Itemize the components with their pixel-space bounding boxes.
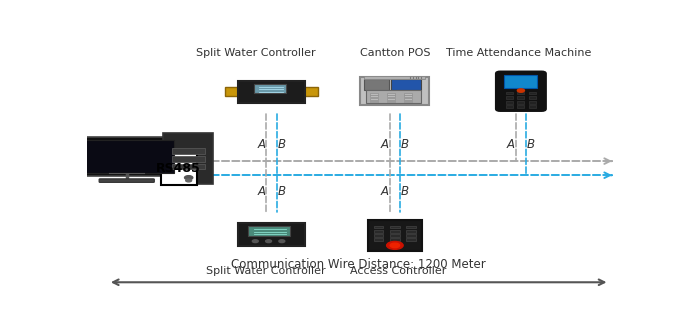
Bar — [518, 92, 525, 95]
FancyBboxPatch shape — [366, 90, 421, 103]
Text: Access Controller: Access Controller — [350, 266, 446, 276]
Bar — [370, 101, 378, 102]
Bar — [506, 92, 513, 95]
Circle shape — [185, 176, 193, 179]
Bar — [374, 226, 383, 228]
Bar — [387, 96, 395, 97]
Text: Cantton POS: Cantton POS — [360, 48, 430, 58]
FancyBboxPatch shape — [80, 141, 174, 172]
Bar — [387, 93, 395, 95]
FancyBboxPatch shape — [72, 138, 181, 175]
Bar — [387, 101, 395, 102]
Circle shape — [266, 240, 271, 242]
Bar — [506, 97, 513, 99]
Bar — [403, 98, 412, 100]
Text: B: B — [277, 138, 286, 151]
FancyBboxPatch shape — [361, 77, 430, 105]
FancyBboxPatch shape — [239, 81, 304, 103]
FancyBboxPatch shape — [504, 75, 537, 88]
FancyBboxPatch shape — [300, 87, 318, 96]
FancyBboxPatch shape — [364, 76, 426, 79]
Circle shape — [518, 89, 525, 92]
Text: A: A — [257, 185, 265, 198]
FancyBboxPatch shape — [496, 72, 546, 111]
Bar — [374, 234, 383, 237]
Bar — [406, 226, 416, 228]
Text: Split Water Controller: Split Water Controller — [196, 48, 316, 58]
Bar — [403, 101, 412, 102]
Text: A: A — [381, 138, 389, 151]
Bar — [390, 226, 399, 228]
Text: Split Water Controller: Split Water Controller — [206, 266, 326, 276]
Text: Time Attendance Machine: Time Attendance Machine — [446, 48, 591, 58]
FancyBboxPatch shape — [163, 133, 212, 184]
Bar — [529, 106, 536, 108]
Text: Communication Wire Distance: 1200 Meter: Communication Wire Distance: 1200 Meter — [231, 258, 486, 271]
Bar — [518, 106, 525, 108]
Text: B: B — [527, 138, 535, 151]
Bar — [370, 96, 378, 97]
Text: A: A — [507, 138, 515, 151]
Bar — [406, 230, 416, 233]
Bar — [529, 97, 536, 99]
Circle shape — [387, 241, 403, 249]
FancyBboxPatch shape — [248, 226, 291, 236]
FancyBboxPatch shape — [239, 223, 304, 246]
Bar — [370, 98, 378, 100]
Bar — [374, 230, 383, 233]
FancyBboxPatch shape — [161, 152, 197, 185]
FancyBboxPatch shape — [367, 220, 422, 251]
Text: B: B — [277, 185, 286, 198]
Bar — [506, 106, 513, 108]
Bar — [172, 156, 206, 162]
Text: B: B — [401, 138, 409, 151]
FancyBboxPatch shape — [364, 80, 389, 90]
Bar — [529, 101, 536, 104]
Text: A: A — [257, 138, 265, 151]
Circle shape — [279, 240, 285, 242]
Text: B: B — [401, 185, 409, 198]
Bar — [403, 93, 412, 95]
Bar — [406, 234, 416, 237]
Bar — [529, 92, 536, 95]
Bar — [374, 238, 383, 241]
FancyBboxPatch shape — [391, 80, 421, 90]
Circle shape — [253, 240, 258, 242]
Bar — [172, 148, 206, 154]
Bar — [172, 164, 206, 169]
Circle shape — [185, 179, 192, 182]
Bar — [406, 238, 416, 241]
Bar — [370, 93, 378, 95]
Text: RS485: RS485 — [156, 162, 201, 175]
FancyBboxPatch shape — [99, 179, 154, 182]
Bar — [390, 230, 399, 233]
Bar — [506, 101, 513, 104]
Circle shape — [390, 243, 399, 248]
Bar — [387, 98, 395, 100]
Bar — [403, 96, 412, 97]
FancyBboxPatch shape — [225, 87, 243, 96]
Bar — [518, 97, 525, 99]
Bar — [390, 234, 399, 237]
FancyBboxPatch shape — [254, 84, 286, 93]
Text: A: A — [381, 185, 389, 198]
Bar — [390, 238, 399, 241]
Bar — [518, 101, 525, 104]
